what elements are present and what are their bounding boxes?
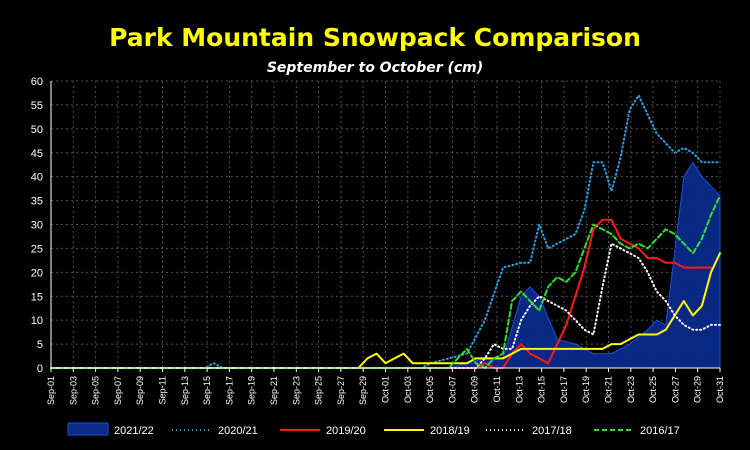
- x-tick-label: Oct-07: [447, 376, 457, 403]
- x-tick-label: Sep-25: [314, 376, 324, 405]
- x-tick-label: Sep-15: [202, 376, 212, 405]
- y-tick-label: 5: [37, 339, 43, 351]
- x-tick-label: Oct-31: [715, 376, 725, 403]
- series-line-2019/20: [50, 218, 712, 369]
- x-tick-label: Sep-09: [135, 376, 145, 405]
- x-tick-label: Oct-25: [648, 376, 658, 403]
- chart-subtitle: September to October (cm): [267, 60, 483, 76]
- y-tick-label: 55: [31, 100, 43, 112]
- legend-label: 2016/17: [640, 425, 680, 437]
- legend-label: 2020/21: [218, 425, 258, 437]
- y-tick-label: 10: [31, 315, 43, 327]
- x-tick-label: Sep-29: [358, 376, 368, 405]
- x-tick-label: Sep-21: [269, 376, 279, 405]
- x-tick-label: Oct-05: [425, 376, 435, 403]
- legend-label: 2018/19: [430, 425, 470, 437]
- x-tick-label: Sep-27: [336, 376, 346, 405]
- x-tick-label: Sep-07: [113, 376, 123, 405]
- x-tick-label: Oct-23: [626, 376, 636, 403]
- x-tick-label: Oct-13: [514, 376, 524, 403]
- grid-lines: [50, 80, 721, 369]
- x-tick-label: Sep-13: [180, 376, 190, 405]
- legend-label: 2019/20: [326, 425, 366, 437]
- x-tick-label: Sep-19: [247, 376, 257, 405]
- series-line-2018/19: [50, 252, 721, 369]
- x-tick-label: Oct-01: [381, 376, 391, 403]
- y-tick-label: 60: [31, 76, 43, 88]
- x-tick-label: Oct-09: [470, 376, 480, 403]
- y-tick-label: 15: [31, 291, 43, 303]
- x-tick-label: Sep-11: [158, 376, 168, 404]
- x-tick-label: Oct-17: [559, 376, 569, 403]
- x-tick-label: Sep-05: [91, 376, 101, 405]
- legend-label: 2021/22: [114, 425, 154, 437]
- x-tick-label: Oct-21: [604, 376, 614, 403]
- x-tick-label: Sep-23: [291, 376, 301, 405]
- x-tick-label: Oct-29: [693, 376, 703, 403]
- y-tick-label: 45: [31, 148, 43, 160]
- series-line-2016/17: [50, 194, 721, 369]
- y-tick-label: 50: [31, 124, 43, 136]
- series-line-2020/21: [50, 94, 721, 369]
- x-tick-label: Oct-11: [492, 376, 502, 402]
- x-tick-label: Sep-17: [224, 376, 234, 405]
- series-line-2017/18: [50, 242, 721, 369]
- x-tick-label: Oct-03: [403, 376, 413, 403]
- y-tick-label: 30: [31, 220, 43, 232]
- y-tick-label: 25: [31, 243, 43, 255]
- x-tick-label: Oct-19: [581, 376, 591, 403]
- axes: 0 5 10 15 20 25 30 35 40 45 50 55 60 Sep-01 Sep-03 Sep-…: [31, 76, 725, 405]
- y-tick-label: 40: [31, 172, 43, 184]
- x-tick-label: Oct-15: [537, 376, 547, 403]
- y-tick-label: 0: [37, 363, 43, 375]
- x-tick-label: Sep-01: [46, 376, 56, 405]
- x-tick-label: Sep-03: [68, 376, 78, 405]
- chart-title: Park Mountain Snowpack Comparison: [109, 23, 641, 52]
- legend: 2021/22 2020/21 2019/20 2018/19 2017/18 2016/…: [67, 422, 680, 437]
- legend-swatch: [67, 422, 109, 436]
- y-tick-label: 35: [31, 196, 43, 208]
- legend-label: 2017/18: [532, 425, 572, 437]
- y-tick-label: 20: [31, 267, 43, 279]
- x-tick-label: Oct-27: [670, 376, 680, 403]
- series-layer: [50, 94, 721, 369]
